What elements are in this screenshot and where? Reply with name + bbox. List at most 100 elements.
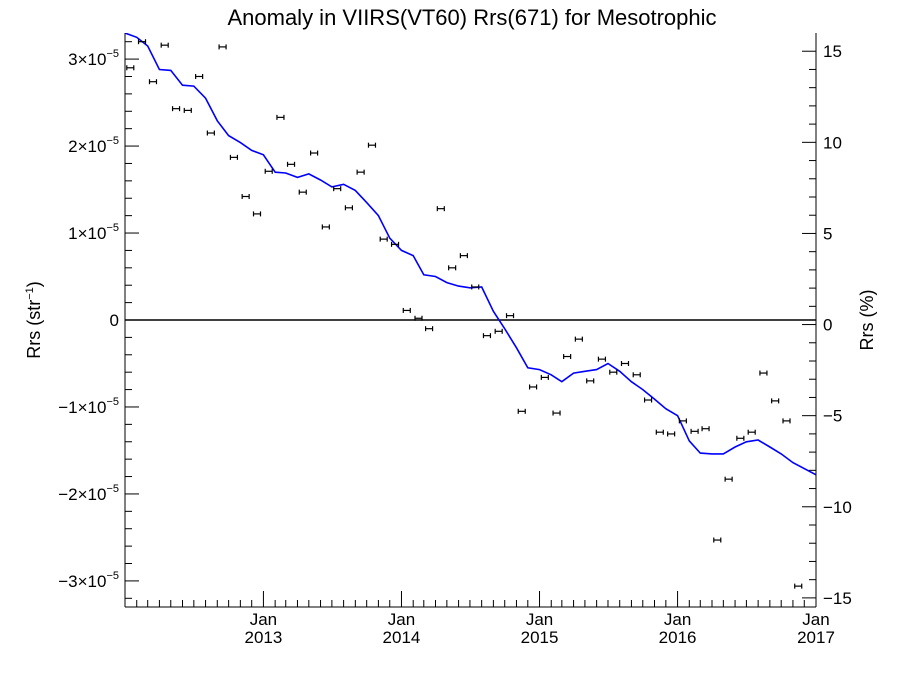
data-point — [643, 397, 653, 403]
data-point — [356, 169, 365, 175]
data-point — [390, 241, 400, 247]
y-left-tick-label: −3×10−5 — [58, 570, 119, 591]
data-point — [632, 372, 641, 378]
data-point — [402, 307, 411, 313]
data-point — [655, 429, 664, 435]
axes: 3×10−52×10−51×10−50−1×10−5−2×10−5−3×10−5… — [58, 33, 852, 647]
data-point — [620, 360, 630, 366]
y-right-tick-label: 5 — [823, 224, 832, 243]
y-left-tick-exponent: −5 — [106, 396, 119, 408]
data-point — [310, 150, 319, 156]
data-point — [436, 206, 445, 212]
y-right-tick-label: −15 — [823, 589, 852, 608]
data-point — [771, 398, 780, 404]
data-point — [552, 410, 561, 416]
y-left-tick-label: 2×10−5 — [68, 135, 119, 156]
y-left-tick-label: 1×10−5 — [68, 222, 119, 243]
plot-inner — [125, 33, 816, 589]
data-point — [229, 154, 239, 160]
y-left-tick-mantissa: −2×10 — [58, 485, 106, 504]
x-tick-month: Jan — [802, 610, 829, 629]
data-point — [171, 106, 181, 112]
data-point — [482, 333, 492, 339]
data-point — [344, 205, 354, 211]
y-left-tick-mantissa: 0 — [110, 311, 119, 330]
chart-title: Anomaly in VIIRS(VT60) Rrs(671) for Meso… — [227, 5, 716, 30]
y-axis-left-title: Rrs (str−1) — [24, 281, 44, 359]
x-tick-month: Jan — [664, 610, 691, 629]
data-point — [414, 315, 423, 321]
data-point — [264, 168, 273, 174]
y-right-tick-label: −5 — [823, 407, 842, 426]
data-point — [126, 65, 135, 71]
data-point — [379, 236, 388, 242]
data-point — [517, 408, 526, 414]
data-point — [218, 44, 227, 50]
data-point — [494, 328, 503, 334]
x-tick-year: 2017 — [797, 628, 835, 647]
y-left-tick-exponent: −5 — [106, 570, 119, 582]
y-right-tick-label: 15 — [823, 42, 842, 61]
data-point — [195, 73, 204, 79]
data-point — [528, 384, 538, 390]
y-left-tick-mantissa: 2×10 — [68, 137, 106, 156]
data-point — [540, 374, 549, 380]
data-point — [747, 429, 756, 435]
data-point — [286, 161, 296, 167]
y-left-tick-label: 0 — [110, 311, 119, 330]
data-point — [333, 186, 342, 192]
data-point — [252, 211, 262, 217]
y-right-tick-label: −10 — [823, 498, 852, 517]
x-tick-year: 2015 — [521, 628, 559, 647]
data-point — [471, 284, 480, 290]
series-line — [125, 33, 816, 476]
data-point — [701, 426, 710, 432]
data-point — [782, 418, 791, 424]
data-point — [424, 326, 434, 332]
data-point — [736, 435, 745, 441]
data-point — [609, 369, 618, 375]
y-left-tick-exponent: −5 — [106, 48, 119, 60]
data-point — [367, 142, 377, 148]
data-point — [298, 189, 307, 195]
y-right-tick-label: 0 — [823, 316, 832, 335]
data-point — [713, 537, 722, 543]
data-point — [505, 313, 515, 319]
data-point — [690, 428, 699, 434]
data-point — [276, 114, 285, 120]
y-left-tick-label: −2×10−5 — [58, 483, 119, 504]
data-point — [137, 39, 147, 45]
data-point — [183, 107, 192, 113]
data-point — [794, 583, 803, 589]
data-point — [241, 194, 250, 200]
y-left-tick-mantissa: 1×10 — [68, 224, 106, 243]
data-point — [586, 378, 595, 384]
y-left-tick-label: −1×10−5 — [58, 396, 119, 417]
y-axis-right-title: Rrs (%) — [857, 290, 877, 351]
y-right-tick-label: 10 — [823, 133, 842, 152]
data-point — [574, 336, 583, 342]
y-left-tick-mantissa: −3×10 — [58, 572, 106, 591]
data-point — [160, 42, 169, 48]
data-point — [759, 370, 768, 376]
data-point — [321, 224, 330, 230]
x-tick-year: 2014 — [383, 628, 421, 647]
y-left-tick-exponent: −5 — [106, 135, 119, 147]
data-point — [448, 265, 457, 271]
data-point — [667, 431, 676, 437]
data-point — [206, 130, 215, 136]
data-point — [148, 79, 158, 85]
data-point — [678, 418, 687, 424]
y-left-tick-exponent: −5 — [106, 483, 119, 495]
x-tick-year: 2013 — [245, 628, 283, 647]
y-left-tick-exponent: −5 — [106, 222, 119, 234]
y-left-tick-mantissa: −1×10 — [58, 398, 106, 417]
x-tick-year: 2016 — [659, 628, 697, 647]
data-point — [563, 354, 572, 360]
y-left-tick-label: 3×10−5 — [68, 48, 119, 69]
x-tick-month: Jan — [250, 610, 277, 629]
data-point — [597, 356, 607, 362]
x-tick-month: Jan — [388, 610, 415, 629]
